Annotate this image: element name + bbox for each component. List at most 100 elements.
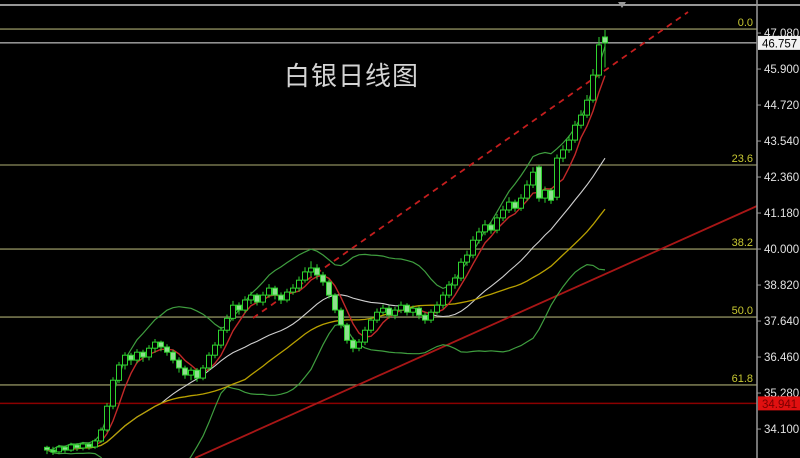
candlestick[interactable]: [554, 154, 560, 201]
candlestick[interactable]: [344, 322, 350, 344]
candlestick[interactable]: [134, 349, 140, 364]
candlestick[interactable]: [50, 446, 56, 455]
candlestick[interactable]: [476, 227, 482, 244]
candlestick[interactable]: [152, 339, 158, 353]
candlestick[interactable]: [434, 301, 440, 315]
candlestick[interactable]: [416, 306, 422, 320]
candlestick[interactable]: [68, 442, 74, 452]
candlestick[interactable]: [164, 344, 170, 356]
candlestick[interactable]: [398, 301, 404, 314]
candlestick[interactable]: [272, 285, 278, 300]
rising-channel-dashed[interactable]: [252, 11, 689, 319]
candlestick[interactable]: [146, 345, 152, 361]
candlestick[interactable]: [122, 352, 128, 370]
candlestick[interactable]: [224, 314, 230, 333]
candlestick[interactable]: [110, 377, 116, 410]
candlestick[interactable]: [128, 352, 134, 365]
candlestick[interactable]: [98, 427, 104, 443]
candlestick[interactable]: [320, 271, 326, 286]
candlestick[interactable]: [560, 145, 566, 163]
candlestick[interactable]: [536, 165, 542, 202]
candlestick[interactable]: [104, 403, 110, 433]
candlestick[interactable]: [116, 361, 122, 384]
candlestick[interactable]: [548, 188, 554, 204]
candlestick[interactable]: [458, 258, 464, 282]
candlestick[interactable]: [218, 326, 224, 349]
candlestick[interactable]: [482, 220, 488, 236]
candlestick[interactable]: [188, 367, 194, 381]
candlestick[interactable]: [368, 316, 374, 333]
candlestick[interactable]: [308, 261, 314, 277]
candlestick[interactable]: [74, 443, 80, 451]
candlestick[interactable]: [362, 326, 368, 346]
candlestick[interactable]: [410, 305, 416, 317]
candlestick[interactable]: [194, 368, 200, 382]
candle-body: [452, 277, 458, 286]
candlestick[interactable]: [248, 291, 254, 304]
candle-body: [578, 114, 584, 126]
candlestick[interactable]: [518, 194, 524, 211]
candlestick[interactable]: [530, 167, 536, 188]
candlestick[interactable]: [86, 442, 92, 450]
candlestick[interactable]: [326, 279, 332, 299]
candlestick[interactable]: [332, 293, 338, 314]
candlestick[interactable]: [242, 296, 248, 314]
candlestick[interactable]: [374, 308, 380, 323]
candlestick[interactable]: [206, 352, 212, 372]
candlestick[interactable]: [182, 365, 188, 379]
candlestick[interactable]: [170, 349, 176, 364]
candlestick[interactable]: [62, 445, 68, 453]
down-triangle-marker[interactable]: [618, 2, 626, 8]
candlestick[interactable]: [446, 281, 452, 298]
candlestick[interactable]: [422, 312, 428, 324]
candlestick[interactable]: [590, 69, 596, 103]
candlestick[interactable]: [404, 303, 410, 316]
candlestick[interactable]: [584, 95, 590, 118]
candlestick[interactable]: [578, 110, 584, 129]
candlestick[interactable]: [158, 340, 164, 352]
candlestick[interactable]: [338, 307, 344, 329]
candlestick[interactable]: [506, 197, 512, 213]
candlestick[interactable]: [524, 180, 530, 201]
candlestick[interactable]: [500, 205, 506, 221]
candlestick[interactable]: [212, 342, 218, 359]
candlestick[interactable]: [266, 284, 272, 298]
candlestick[interactable]: [200, 365, 206, 381]
candlestick[interactable]: [386, 305, 392, 319]
candlestick[interactable]: [80, 441, 86, 451]
candlestick[interactable]: [380, 304, 386, 315]
candlestick[interactable]: [140, 349, 146, 362]
candlestick[interactable]: [314, 264, 320, 280]
candlestick[interactable]: [302, 267, 308, 283]
candlestick[interactable]: [44, 445, 50, 455]
candlestick[interactable]: [512, 199, 518, 212]
rising-support-solid[interactable]: [194, 205, 758, 458]
candlestick[interactable]: [56, 444, 62, 455]
candlestick[interactable]: [488, 222, 494, 234]
candlestick[interactable]: [230, 300, 236, 321]
candlestick[interactable]: [428, 309, 434, 323]
candlestick[interactable]: [236, 302, 242, 315]
candlestick[interactable]: [284, 288, 290, 303]
candlestick[interactable]: [572, 120, 578, 143]
candlestick[interactable]: [464, 250, 470, 266]
candlestick[interactable]: [392, 307, 398, 320]
candlestick[interactable]: [602, 30, 608, 68]
candlestick[interactable]: [494, 214, 500, 234]
candlestick[interactable]: [566, 135, 572, 153]
candlestick[interactable]: [260, 291, 266, 306]
candlestick[interactable]: [596, 37, 602, 79]
candlestick[interactable]: [92, 438, 98, 449]
candlestick[interactable]: [356, 339, 362, 352]
candlestick[interactable]: [296, 276, 302, 292]
candlestick[interactable]: [542, 186, 548, 203]
candlestick[interactable]: [350, 337, 356, 353]
candlestick[interactable]: [278, 292, 284, 304]
candlestick[interactable]: [440, 291, 446, 309]
candlestick[interactable]: [470, 236, 476, 259]
candlestick[interactable]: [290, 284, 296, 295]
candlestick[interactable]: [452, 274, 458, 289]
candlestick[interactable]: [176, 357, 182, 373]
candlestick[interactable]: [254, 293, 260, 306]
